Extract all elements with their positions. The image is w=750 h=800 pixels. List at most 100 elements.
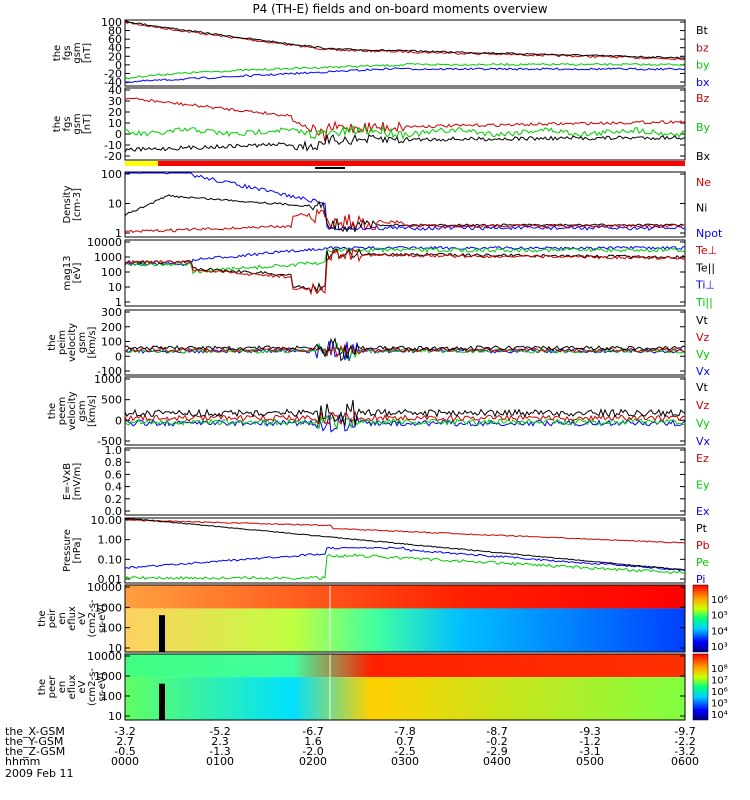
spectrogram-low <box>125 677 685 720</box>
y-tick-label: 0 <box>115 128 122 141</box>
panel-frame <box>124 447 686 516</box>
y-axis-label: [eV] <box>72 263 83 284</box>
y-tick-label: 10 <box>108 117 122 130</box>
data-gap <box>159 683 165 720</box>
x-axis-value: -2.2 <box>674 735 695 748</box>
x-axis-row-label: hhmm <box>5 755 40 768</box>
legend-entry: Te⊥ <box>695 244 717 257</box>
panel-frame <box>124 239 686 307</box>
x-axis-row-label: the_X-GSM <box>5 725 65 738</box>
y-tick-label: 100 <box>101 16 122 29</box>
series-line <box>124 553 686 581</box>
x-axis-value: -7.8 <box>394 725 415 738</box>
legend-entry: Te|| <box>695 261 715 274</box>
colorbar-label: 10⁷ <box>711 676 728 687</box>
panel-frame <box>124 171 686 238</box>
x-axis-value: -6.7 <box>302 725 323 738</box>
series-line <box>124 399 686 427</box>
x-axis-value: 0400 <box>483 755 511 768</box>
y-axis-label: eflux <box>67 606 78 631</box>
y-axis-label: mag13 <box>62 256 73 291</box>
y-tick-label: 10 <box>108 198 122 211</box>
legend-entry: Ex <box>696 505 710 518</box>
y-tick-label: 0.2 <box>105 493 123 506</box>
legend-entry: Pb <box>696 539 710 552</box>
legend-entry: Ey <box>696 479 710 492</box>
y-axis-label: the <box>37 679 48 695</box>
spectrogram-high <box>125 585 685 609</box>
y-tick-label: 100 <box>101 266 122 279</box>
legend-entry: Bz <box>696 92 710 105</box>
colorbar-label: 10⁵ <box>711 611 728 622</box>
legend-entry: Bx <box>696 150 711 163</box>
y-tick-label: 10 <box>108 642 122 655</box>
mode-bar-fast <box>158 161 685 166</box>
x-axis-value: 0600 <box>671 755 699 768</box>
y-axis-label: E=-VxB <box>62 463 73 500</box>
y-axis-label: eV <box>77 612 88 625</box>
x-axis-value: -2.5 <box>394 745 415 758</box>
series-line <box>124 62 686 80</box>
chart-title: P4 (TH-E) fields and on-board moments ov… <box>252 2 547 16</box>
y-axis-label: [km/s] <box>87 326 98 358</box>
y-axis-label: (cm2-s- <box>87 599 98 637</box>
y-axis-label: Pressure <box>62 529 73 572</box>
y-axis-label: en <box>57 612 68 625</box>
x-axis-value: -9.7 <box>674 725 695 738</box>
legend-entry: Npot <box>696 227 723 240</box>
x-axis-value: -2.9 <box>486 745 507 758</box>
data-gap <box>159 615 165 652</box>
y-tick-label: 20 <box>108 50 122 63</box>
series-line <box>124 248 686 296</box>
y-tick-label: 10000 <box>87 650 122 663</box>
colorbar-label: 10⁶ <box>711 687 728 698</box>
x-axis-value: -0.2 <box>486 735 507 748</box>
legend-entry: Ti⊥ <box>695 279 715 292</box>
y-tick-label: 0 <box>115 414 122 427</box>
legend-entry: bz <box>696 41 709 54</box>
panel-frame <box>124 87 686 161</box>
y-tick-label: -100 <box>97 365 122 378</box>
colorbar <box>692 653 709 721</box>
colorbar <box>692 584 709 653</box>
y-tick-label: 100 <box>101 690 122 703</box>
legend-entry: Vx <box>696 435 711 448</box>
mode-bar-burst <box>315 167 345 169</box>
series-line <box>124 342 686 358</box>
y-axis-label: (cm2-s- <box>87 668 98 706</box>
legend-entry: Vt <box>696 381 709 394</box>
series-line <box>124 411 686 426</box>
panel-frame <box>124 653 686 721</box>
y-axis-label: velocity <box>67 323 78 362</box>
series-line <box>124 247 686 275</box>
y-tick-label: 0.6 <box>105 468 123 481</box>
y-axis-label: eflux <box>67 675 78 700</box>
y-axis-label: gsm <box>72 113 83 134</box>
panel-5: 300 200 1000 -100 the peim velocity gsm [km/s] Vt… <box>47 306 711 378</box>
legend-entry: by <box>696 59 710 72</box>
x-axis-value: 0.7 <box>396 735 414 748</box>
y-axis-label: [nT] <box>82 43 93 63</box>
y-tick-label: 1.00 <box>98 534 123 547</box>
series-line <box>124 245 686 267</box>
series-line <box>124 20 686 59</box>
legend-entry: Vt <box>696 314 709 327</box>
series-line <box>124 519 686 544</box>
y-tick-label: 300 <box>101 306 122 319</box>
y-axis-label: the <box>52 45 63 61</box>
y-tick-label: 0 <box>115 59 122 72</box>
y-axis-label: the <box>37 610 48 626</box>
panel-9: 10⁶ 10⁵ 10⁴ 10³ 10000 1000 100 10 the peir en eflux… <box>37 581 728 655</box>
legend-entry: Pt <box>696 522 708 535</box>
legend-entry: Pi <box>696 573 705 586</box>
mode-bar <box>125 161 685 169</box>
x-axis-value: -3.1 <box>579 745 600 758</box>
y-axis-label: fgs <box>62 116 73 131</box>
x-axis-value: -9.3 <box>579 725 600 738</box>
legend-entry: Vy <box>696 417 710 430</box>
panel-frame <box>124 19 686 87</box>
y-axis-label: [mV/m] <box>72 463 83 501</box>
